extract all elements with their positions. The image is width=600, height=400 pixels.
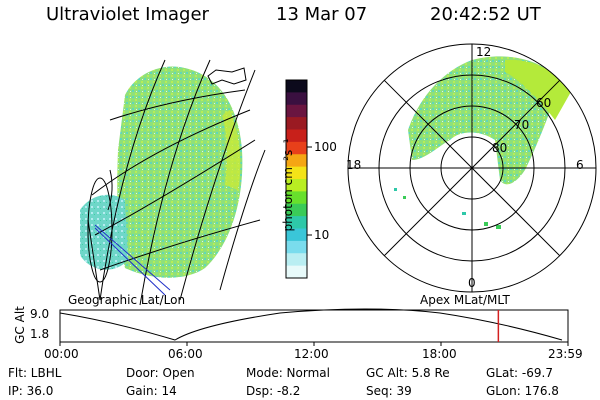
colorbar-step <box>286 104 307 118</box>
colorbar-step <box>286 129 307 143</box>
mlt-label-6: 6 <box>576 158 584 172</box>
altitude-curve <box>59 308 563 341</box>
gain-info: Gain: 14 <box>126 384 177 398</box>
geo-grid <box>87 59 266 306</box>
gc-alt-info: GC Alt: 5.8 Re <box>366 366 450 380</box>
mlt-label-18: 18 <box>346 158 362 172</box>
auroral-image-geo <box>80 66 243 278</box>
ip-info: IP: 36.0 <box>8 384 54 398</box>
colorbar-step <box>286 80 307 93</box>
polar-map-label: Apex MLat/MLT <box>420 293 510 307</box>
mlt-label-0: 0 <box>468 276 476 290</box>
date-label: 13 Mar 07 <box>276 4 368 25</box>
filter-info: Flt: LBHL <box>8 366 62 380</box>
timeline-ylabel: GC Alt <box>13 306 27 344</box>
glat-info: GLat: -69.7 <box>486 366 553 380</box>
colorbar-tick-100: 100 <box>314 140 337 154</box>
polar-grid <box>347 43 597 293</box>
colorbar-step <box>286 92 307 106</box>
colorbar-step <box>286 191 307 205</box>
time-label: 20:42:52 UT <box>430 4 541 25</box>
colorbar-step <box>286 240 307 254</box>
mlt-label-12: 12 <box>476 45 492 59</box>
geo-map-label: Geographic Lat/Lon <box>68 293 186 307</box>
seq-info: Seq: 39 <box>366 384 412 398</box>
colorbar-step <box>286 265 307 279</box>
timeline-ytick-9: 9.0 <box>30 307 50 321</box>
colorbar-step <box>286 179 307 192</box>
colorbar-step <box>286 253 307 267</box>
timeline-xtick-2359: 23:59 <box>548 347 583 361</box>
timeline-xtick-1200: 12:00 <box>294 347 329 361</box>
colorbar-step <box>286 166 307 180</box>
mlat-label-80: 80 <box>492 141 508 155</box>
mlat-label-70: 70 <box>514 118 530 132</box>
mlat-label-60: 60 <box>536 96 552 110</box>
colorbar-step <box>286 203 307 217</box>
colorbar-step <box>286 141 307 155</box>
colorbar-tick-10: 10 <box>314 228 330 242</box>
instrument-title: Ultraviolet Imager <box>46 4 209 25</box>
colorbar-step <box>286 228 307 242</box>
timeline-xtick-0600: 06:00 <box>168 347 203 361</box>
dsp-info: Dsp: -8.2 <box>246 384 301 398</box>
colorbar-step <box>286 154 307 168</box>
timeline-xtick-1800: 18:00 <box>422 347 457 361</box>
timeline-ytick-1-8: 1.8 <box>30 327 50 341</box>
glon-info: GLon: 176.8 <box>486 384 559 398</box>
door-info: Door: Open <box>126 366 195 380</box>
mode-info: Mode: Normal <box>246 366 330 380</box>
colorbar-step <box>286 117 307 130</box>
colorbar-step <box>286 216 307 229</box>
timeline-xtick-0000: 00:00 <box>44 347 79 361</box>
